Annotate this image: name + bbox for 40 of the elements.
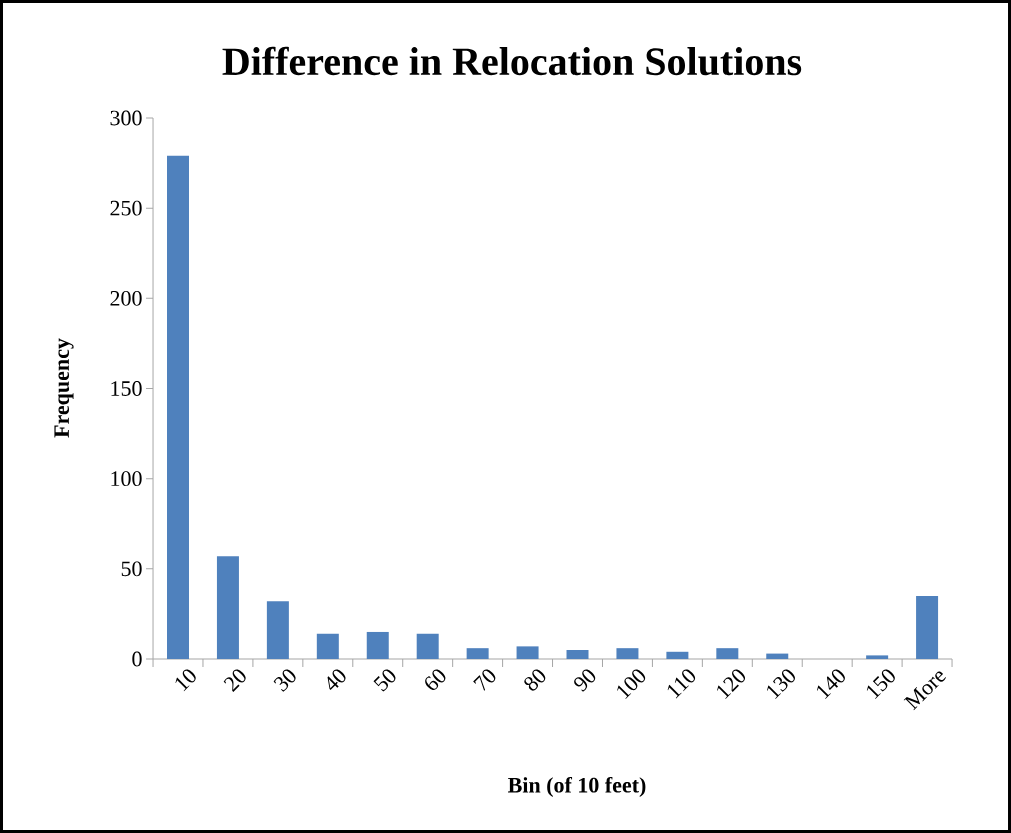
x-tick-label: 30 xyxy=(273,669,296,692)
x-tick-label: 90 xyxy=(574,669,596,692)
bar xyxy=(366,631,389,659)
bar xyxy=(566,649,589,659)
x-axis-title: Bin (of 10 feet) xyxy=(508,776,646,798)
x-tick-label: 100 xyxy=(617,669,646,700)
x-tick-label: 110 xyxy=(667,669,696,699)
bar xyxy=(716,648,739,659)
bar xyxy=(616,648,639,659)
y-tick-label: 200 xyxy=(110,290,142,306)
y-tick-label: 50 xyxy=(121,561,142,577)
x-tick-label: 40 xyxy=(327,669,346,691)
x-tick-label: 10 xyxy=(175,669,196,692)
bar xyxy=(466,648,489,659)
chart-title: Difference in Relocation Solutions xyxy=(222,46,802,76)
bar xyxy=(866,655,889,659)
x-tick-label: 80 xyxy=(524,669,546,691)
y-tick-label: 0 xyxy=(132,651,142,667)
x-tick-label: 130 xyxy=(766,669,796,700)
y-axis-title: Frequency xyxy=(54,338,74,438)
bar xyxy=(416,633,439,659)
bar xyxy=(266,601,289,659)
x-tick-label: 140 xyxy=(816,669,845,700)
x-tick-label: 50 xyxy=(373,669,396,692)
bar xyxy=(666,651,689,659)
y-tick-label: 100 xyxy=(111,471,142,487)
x-tick-label: 60 xyxy=(425,669,446,690)
bar xyxy=(916,595,939,659)
y-tick-label: 250 xyxy=(110,200,142,216)
x-tick-label: 120 xyxy=(717,669,746,700)
x-tick-label: 20 xyxy=(223,669,246,692)
y-tick-label: 150 xyxy=(111,381,142,396)
bar xyxy=(516,646,539,659)
x-tick-label: 150 xyxy=(866,669,895,700)
bar xyxy=(216,556,239,659)
bar xyxy=(167,155,190,659)
bar xyxy=(766,653,789,659)
y-tick-label: 300 xyxy=(110,110,142,126)
x-tick-label: 70 xyxy=(473,669,496,691)
bar xyxy=(316,633,339,659)
